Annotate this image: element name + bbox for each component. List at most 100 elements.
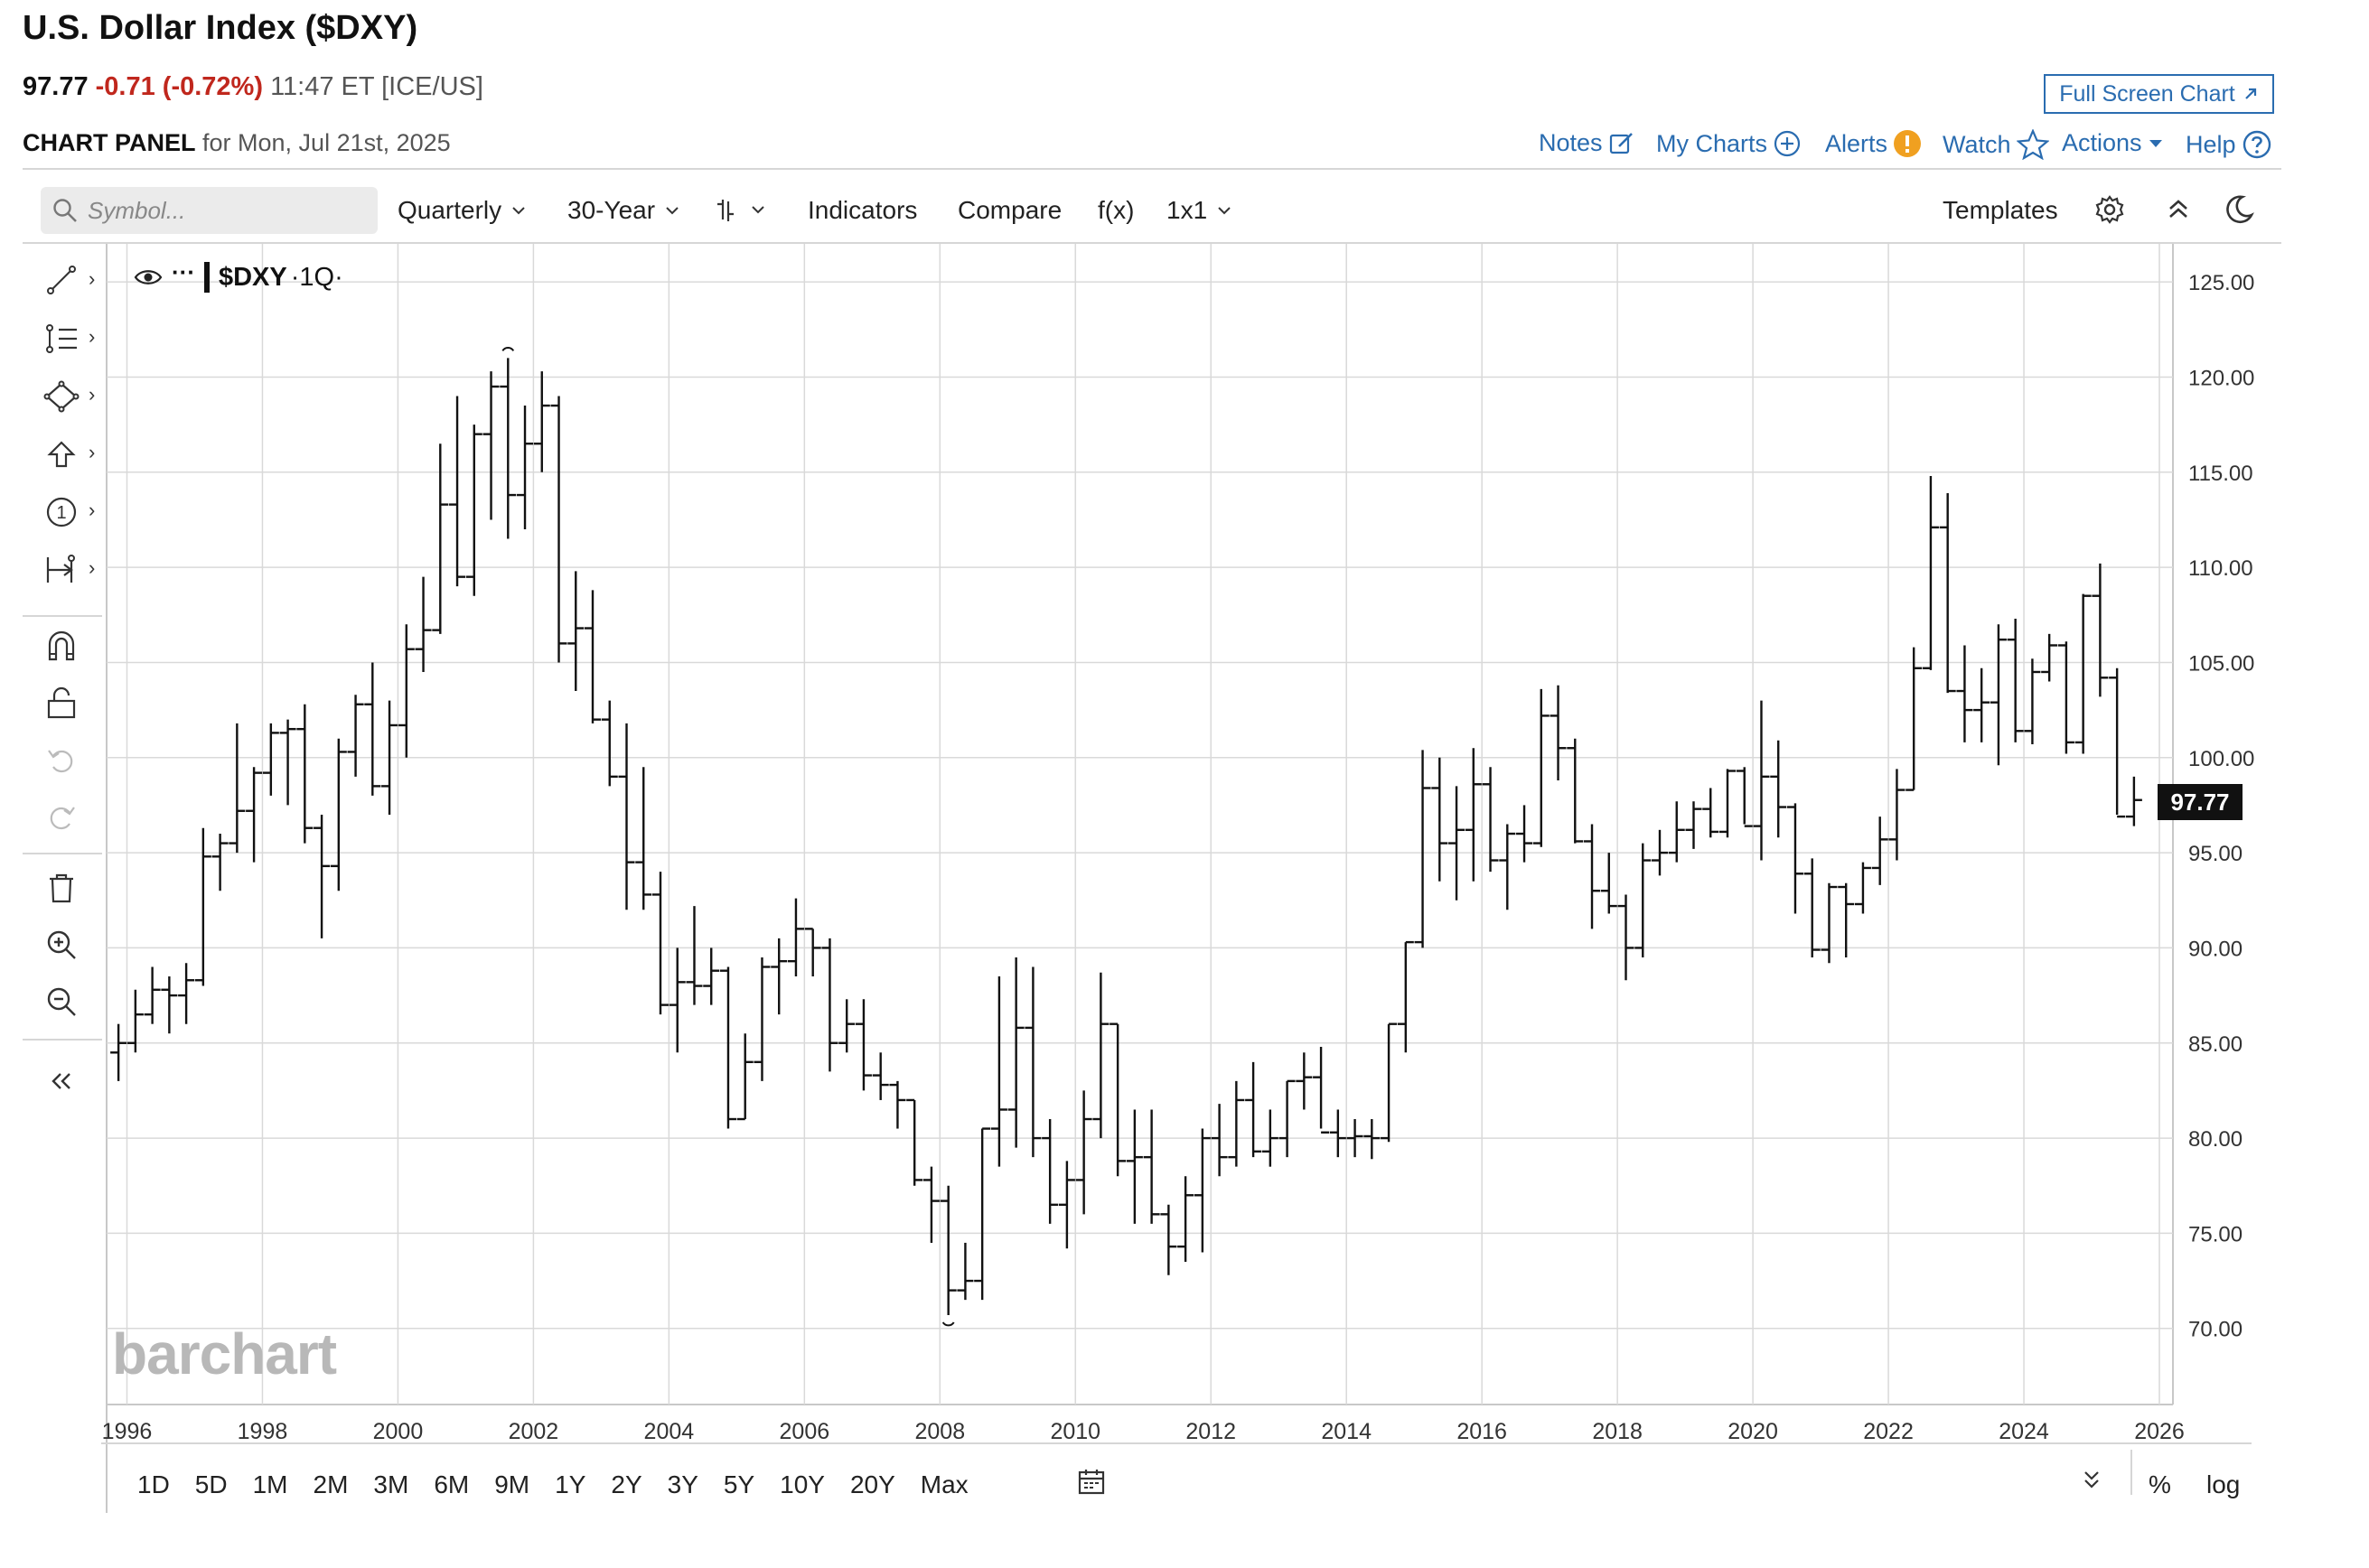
chevron-right-icon[interactable]: › xyxy=(89,499,96,521)
chart-type-dropdown[interactable] xyxy=(714,196,766,223)
ohlc-bar xyxy=(1431,757,1448,882)
shapes-icon[interactable] xyxy=(43,378,80,415)
watch-link[interactable]: Watch xyxy=(1943,129,2049,160)
symbol-search-input[interactable]: Symbol... xyxy=(41,187,378,234)
period-dropdown[interactable]: Quarterly xyxy=(398,196,527,225)
ohlc-bar xyxy=(1363,1119,1381,1160)
toolbar-separator xyxy=(23,615,102,617)
calendar-icon[interactable] xyxy=(1077,1467,1106,1500)
y-tick-label: 120.00 xyxy=(2188,366,2254,390)
full-screen-chart-button[interactable]: Full Screen Chart xyxy=(2044,74,2274,114)
range-button-5d[interactable]: 5D xyxy=(194,1470,228,1498)
ohlc-bar-icon xyxy=(717,200,734,221)
notes-link[interactable]: Notes xyxy=(1539,129,1635,157)
zoom-out-icon[interactable] xyxy=(43,984,80,1020)
chevron-down-icon xyxy=(666,207,679,215)
range-button-3m[interactable]: 3M xyxy=(373,1470,409,1498)
ohlc-bar xyxy=(432,443,449,634)
line-draw-icon[interactable] xyxy=(43,262,80,298)
high-marker xyxy=(501,347,515,352)
help-link[interactable]: Help xyxy=(2186,129,2272,160)
arrow-up-icon[interactable] xyxy=(43,436,80,472)
layout-dropdown[interactable]: 1x1 xyxy=(1166,196,1232,225)
compare-button[interactable]: Compare xyxy=(958,196,1063,224)
ohlc-bar xyxy=(1075,1090,1092,1215)
ohlc-bar xyxy=(381,700,398,815)
redo-icon[interactable] xyxy=(43,798,80,835)
fib-lines-icon[interactable] xyxy=(43,321,80,357)
ohlc-bar xyxy=(2125,776,2142,826)
dark-mode-moon-icon[interactable] xyxy=(2223,193,2255,230)
range-button-10y[interactable]: 10Y xyxy=(780,1470,825,1498)
chevron-down-icon xyxy=(512,207,525,215)
actions-label: Actions xyxy=(2062,129,2142,156)
settings-gear-icon[interactable] xyxy=(2094,194,2125,229)
low-marker xyxy=(941,1321,955,1327)
zoom-in-icon[interactable] xyxy=(43,927,80,963)
external-arrow-icon xyxy=(2244,88,2256,99)
ohlc-bar xyxy=(771,938,788,1015)
ohlc-bar xyxy=(2109,667,2126,818)
range-button-2m[interactable]: 2M xyxy=(313,1470,349,1498)
alerts-link[interactable]: Alerts xyxy=(1825,129,1922,158)
my-charts-link[interactable]: My Charts xyxy=(1656,129,1802,158)
range-button-6m[interactable]: 6M xyxy=(434,1470,470,1498)
range-button-20y[interactable]: 20Y xyxy=(849,1470,895,1498)
range-button-1m[interactable]: 1M xyxy=(252,1470,288,1498)
percent-toggle[interactable]: % xyxy=(2149,1470,2171,1498)
lock-icon[interactable] xyxy=(43,685,80,721)
double-chevron-down-icon[interactable] xyxy=(2078,1465,2105,1498)
ohlc-bar xyxy=(550,396,567,663)
range-button-max[interactable]: Max xyxy=(920,1470,969,1498)
ohlc-bar xyxy=(1821,882,1838,964)
y-tick-label: 80.00 xyxy=(2188,1127,2243,1152)
chevron-right-icon[interactable]: › xyxy=(89,267,96,290)
y-tick-label: 100.00 xyxy=(2188,747,2254,771)
range-label: 30-Year xyxy=(567,196,656,224)
function-button[interactable]: f(x) xyxy=(1098,196,1135,224)
range-button-3y[interactable]: 3Y xyxy=(667,1470,698,1498)
measure-icon[interactable] xyxy=(43,552,80,588)
ohlc-bar xyxy=(1651,829,1668,876)
chevron-right-icon[interactable]: › xyxy=(89,441,96,463)
ohlc-bar xyxy=(1838,882,1855,957)
trash-icon[interactable] xyxy=(43,870,80,906)
bottom-separator xyxy=(2130,1450,2132,1495)
ohlc-bar xyxy=(533,371,550,472)
range-dropdown[interactable]: 30-Year xyxy=(567,196,680,225)
ohlc-bar xyxy=(330,738,347,891)
chevron-right-icon[interactable]: › xyxy=(89,556,96,579)
ohlc-bar xyxy=(1025,966,1042,1158)
ohlc-bar xyxy=(1736,767,1753,827)
chevron-right-icon[interactable]: › xyxy=(89,383,96,406)
more-dots-icon[interactable]: ··· xyxy=(172,257,195,285)
ohlc-bar xyxy=(1329,1109,1346,1158)
ohlc-bar xyxy=(1906,647,1923,791)
log-toggle[interactable]: log xyxy=(2206,1470,2241,1498)
ohlc-bar xyxy=(449,396,466,587)
actions-menu[interactable]: Actions xyxy=(2062,129,2164,157)
range-button-2y[interactable]: 2Y xyxy=(611,1470,642,1498)
ohlc-bar xyxy=(787,898,804,977)
collapse-icon[interactable] xyxy=(43,1063,80,1099)
ohlc-bar xyxy=(1381,1022,1398,1143)
indicators-button[interactable]: Indicators xyxy=(808,196,918,224)
search-placeholder: Symbol... xyxy=(88,196,186,224)
ohlc-bar xyxy=(1143,1109,1160,1224)
eye-icon[interactable] xyxy=(134,267,163,287)
ohlc-bar xyxy=(1803,858,1821,957)
ohlc-bar xyxy=(246,767,263,863)
undo-icon[interactable] xyxy=(43,742,80,778)
edit-icon xyxy=(1609,132,1633,154)
range-button-5y[interactable]: 5Y xyxy=(723,1470,755,1498)
magnet-icon[interactable] xyxy=(43,628,80,664)
chevron-right-icon[interactable]: › xyxy=(89,325,96,348)
range-button-9m[interactable]: 9M xyxy=(494,1470,530,1498)
range-button-1d[interactable]: 1D xyxy=(137,1470,170,1498)
collapse-up-icon[interactable] xyxy=(2165,194,2192,228)
range-button-1y[interactable]: 1Y xyxy=(555,1470,586,1498)
ohlc-bar xyxy=(211,834,229,891)
number-marker-icon[interactable]: 1 xyxy=(43,494,80,530)
templates-button[interactable]: Templates xyxy=(1943,196,2058,224)
